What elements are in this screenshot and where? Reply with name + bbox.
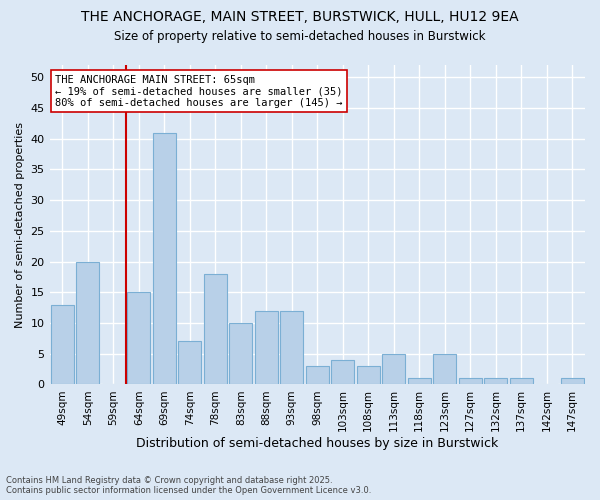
X-axis label: Distribution of semi-detached houses by size in Burstwick: Distribution of semi-detached houses by …: [136, 437, 499, 450]
Bar: [204, 274, 227, 384]
Text: Size of property relative to semi-detached houses in Burstwick: Size of property relative to semi-detach…: [114, 30, 486, 43]
Bar: [255, 310, 278, 384]
Bar: [280, 310, 303, 384]
Bar: [433, 354, 456, 384]
Bar: [484, 378, 507, 384]
Y-axis label: Number of semi-detached properties: Number of semi-detached properties: [15, 122, 25, 328]
Bar: [51, 304, 74, 384]
Text: Contains HM Land Registry data © Crown copyright and database right 2025.
Contai: Contains HM Land Registry data © Crown c…: [6, 476, 371, 495]
Bar: [229, 323, 252, 384]
Bar: [76, 262, 99, 384]
Bar: [408, 378, 431, 384]
Bar: [510, 378, 533, 384]
Bar: [331, 360, 354, 384]
Bar: [178, 342, 201, 384]
Bar: [357, 366, 380, 384]
Bar: [459, 378, 482, 384]
Text: THE ANCHORAGE MAIN STREET: 65sqm
← 19% of semi-detached houses are smaller (35)
: THE ANCHORAGE MAIN STREET: 65sqm ← 19% o…: [55, 74, 343, 108]
Bar: [306, 366, 329, 384]
Bar: [382, 354, 405, 384]
Bar: [153, 132, 176, 384]
Text: THE ANCHORAGE, MAIN STREET, BURSTWICK, HULL, HU12 9EA: THE ANCHORAGE, MAIN STREET, BURSTWICK, H…: [81, 10, 519, 24]
Bar: [127, 292, 150, 384]
Bar: [561, 378, 584, 384]
